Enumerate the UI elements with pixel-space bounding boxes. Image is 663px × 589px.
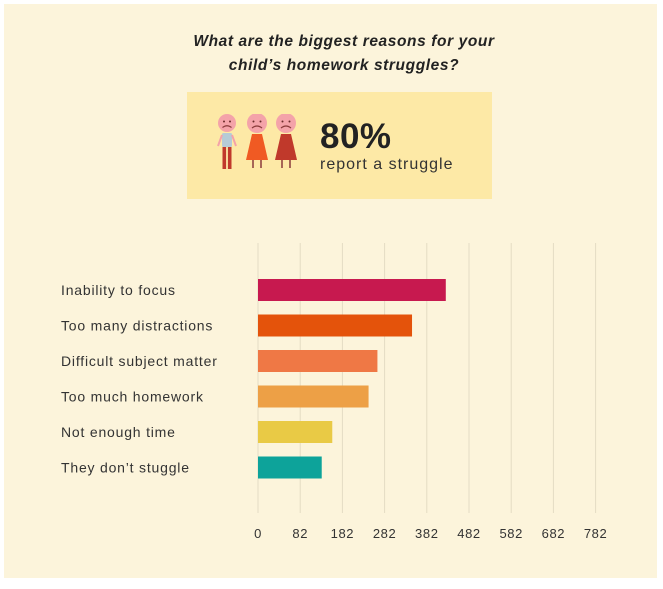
bar xyxy=(258,350,378,372)
category-label: Not enough time xyxy=(61,424,176,440)
bar xyxy=(258,314,413,337)
x-tick-label: 0 xyxy=(254,526,262,541)
x-tick-label: 482 xyxy=(457,526,481,541)
sad-children-icon xyxy=(217,114,297,169)
bar xyxy=(258,385,369,408)
stat-label: report a struggle xyxy=(320,156,454,173)
x-tick-label: 582 xyxy=(499,526,523,541)
x-tick-label: 82 xyxy=(292,526,308,541)
x-tick-label: 182 xyxy=(331,526,355,541)
x-tick-label: 682 xyxy=(542,526,566,541)
stat-value: 80% xyxy=(320,117,392,156)
chart-title-line-1: What are the biggest reasons for your xyxy=(193,33,495,50)
chart-title-line-2: child’s homework struggles? xyxy=(228,57,460,74)
x-tick-label: 382 xyxy=(415,526,439,541)
category-label: Too many distractions xyxy=(61,318,213,334)
x-tick-label: 782 xyxy=(584,526,608,541)
category-label: They don’t stuggle xyxy=(61,460,190,476)
x-tick-label: 282 xyxy=(373,526,397,541)
chart-title: What are the biggest reasons for your ch… xyxy=(4,30,663,78)
bar xyxy=(258,279,446,301)
bar xyxy=(258,421,333,443)
category-label: Difficult subject matter xyxy=(61,353,218,369)
category-label: Inability to focus xyxy=(61,282,176,298)
bar xyxy=(258,456,322,479)
stat-callout: 80% report a struggle xyxy=(187,92,492,199)
category-label: Too much homework xyxy=(61,389,204,405)
